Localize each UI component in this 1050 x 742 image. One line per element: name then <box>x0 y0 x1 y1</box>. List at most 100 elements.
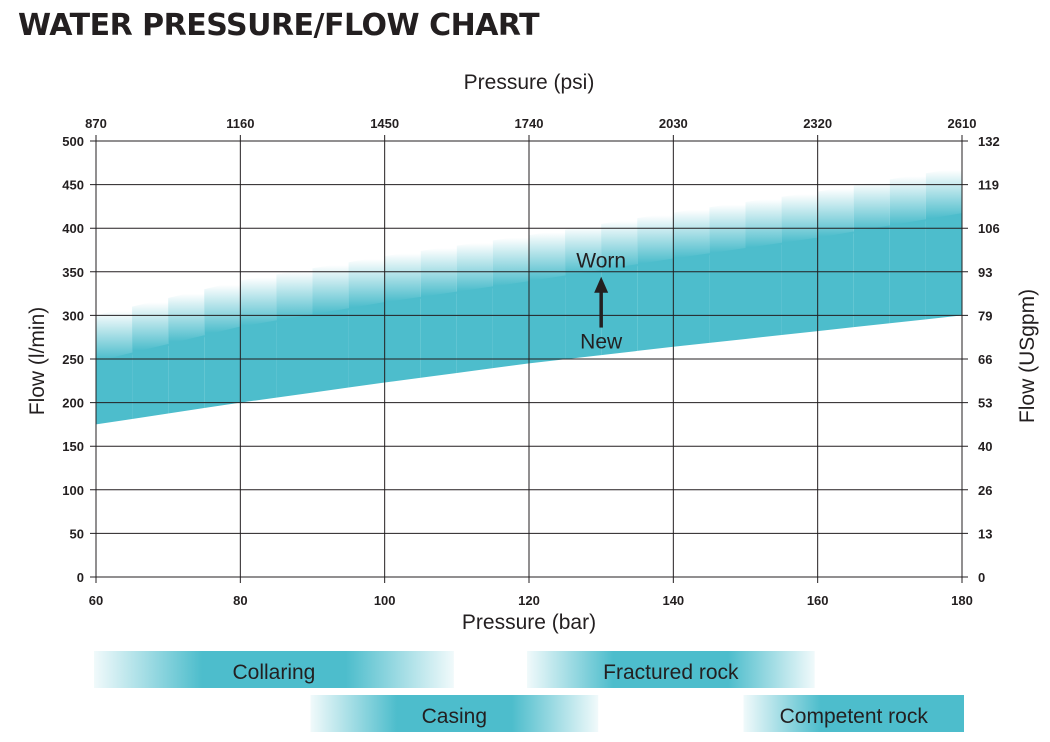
flow-band-fade <box>276 268 313 323</box>
y-tick-label: 200 <box>62 396 84 411</box>
flow-band-solid <box>637 258 674 351</box>
flow-band-solid <box>456 286 493 373</box>
application-range-label: Competent rock <box>780 705 929 728</box>
flow-band-solid <box>312 308 349 393</box>
flow-band-solid <box>204 326 241 409</box>
x2-tick-label: 1160 <box>226 116 254 131</box>
x2-axis-label: Pressure (psi) <box>464 71 595 94</box>
annotation-new: New <box>580 331 623 354</box>
flow-band-solid <box>276 314 313 398</box>
flow-band-solid <box>384 296 421 383</box>
flow-band-fade <box>673 207 710 261</box>
y-tick-label: 450 <box>62 178 84 193</box>
flow-band-solid <box>132 343 169 419</box>
flow-band-fade <box>781 191 818 245</box>
y2-axis-label: Flow (USgpm) <box>1016 289 1039 423</box>
flow-band-fade <box>889 173 926 228</box>
application-range-bar <box>310 695 599 732</box>
flow-band-solid <box>925 213 962 320</box>
y-tick-label: 50 <box>70 526 84 541</box>
flow-band-solid <box>709 248 746 343</box>
flow-band-fade <box>348 256 385 311</box>
flow-band-solid <box>240 320 277 403</box>
flow-band-solid <box>529 275 566 364</box>
x-tick-label: 180 <box>951 593 973 608</box>
x2-tick-label: 1450 <box>370 116 399 131</box>
flow-band-solid <box>96 352 133 425</box>
flow-band-fade <box>384 250 421 305</box>
y-tick-label: 250 <box>62 352 84 367</box>
x-tick-label: 160 <box>807 593 829 608</box>
y-tick-label: 400 <box>62 221 84 236</box>
flow-band-solid <box>889 219 926 324</box>
flow-band-fade <box>168 289 205 346</box>
x-tick-label: 140 <box>662 593 684 608</box>
flow-band-solid <box>817 231 854 332</box>
y2-tick-label: 26 <box>978 483 992 498</box>
application-range-bar <box>94 651 454 688</box>
y-tick-label: 300 <box>62 308 84 323</box>
flow-band-fade <box>312 262 349 317</box>
annotation-layer: Worn New <box>576 250 626 354</box>
flow-band-fade <box>529 229 566 284</box>
y-tick-label: 350 <box>62 265 84 280</box>
y2-tick-label: 93 <box>978 265 992 280</box>
x2-tick-label: 2030 <box>659 116 688 131</box>
y2-tick-label: 106 <box>978 221 1000 236</box>
x-tick-label: 60 <box>89 593 103 608</box>
flow-band-fade <box>853 179 890 234</box>
x-tick-label: 80 <box>233 593 247 608</box>
flow-band-solid <box>420 291 457 378</box>
flow-band-fade <box>565 223 602 278</box>
application-range-label: Collaring <box>232 661 315 684</box>
flow-band-solid <box>673 253 710 347</box>
x2-tick-label: 870 <box>85 116 107 131</box>
y2-tick-label: 79 <box>978 308 992 323</box>
x-tick-label: 100 <box>374 593 396 608</box>
y-tick-label: 100 <box>62 483 84 498</box>
y2-tick-label: 13 <box>978 526 992 541</box>
y-tick-label: 500 <box>62 134 84 149</box>
grid-layer <box>90 135 968 583</box>
y2-tick-label: 119 <box>978 178 999 193</box>
flow-band-fade <box>745 196 782 251</box>
flow-band-solid <box>348 302 385 388</box>
x2-tick-label: 2320 <box>803 116 832 131</box>
flow-band-solid <box>781 237 818 336</box>
axis-label-layer: Pressure (psi) Pressure (bar) Flow (l/min)… <box>26 71 1039 634</box>
flow-band-solid <box>601 264 638 356</box>
y2-tick-label: 66 <box>978 352 992 367</box>
flow-band-solid <box>853 225 890 328</box>
application-range-bar <box>743 695 964 732</box>
tick-label-layer: 60 80 100 120 140 160 180 870 1160 1450 1740 2030 23… <box>62 116 999 608</box>
application-range-layer: Collaring Fractured rock Casing Competent r… <box>94 651 964 732</box>
flow-band-fade <box>240 274 277 329</box>
application-range-bar <box>527 651 815 688</box>
flow-band-fade <box>817 185 854 240</box>
flow-band-fade <box>601 218 638 272</box>
y2-tick-label: 40 <box>978 439 992 454</box>
flow-band-fade <box>204 280 241 338</box>
x2-tick-label: 2610 <box>948 116 977 131</box>
arrow-up-icon <box>594 276 609 293</box>
flow-band-fade <box>637 212 674 267</box>
flow-band-fade <box>96 306 133 364</box>
flow-band-fade <box>456 240 493 294</box>
flow-band-solid <box>565 269 602 360</box>
y-axis-label: Flow (l/min) <box>26 307 49 416</box>
application-range-label: Casing <box>422 705 487 728</box>
x-tick-label: 120 <box>518 593 540 608</box>
y-tick-label: 0 <box>77 570 84 585</box>
flow-band-solid <box>492 281 529 369</box>
y2-tick-label: 132 <box>978 134 1000 149</box>
flow-band-fade <box>925 167 962 222</box>
y2-tick-label: 0 <box>978 570 985 585</box>
application-range-label: Fractured rock <box>603 661 739 684</box>
flow-band-fade <box>492 235 529 289</box>
annotation-worn: Worn <box>576 250 626 273</box>
y2-tick-label: 53 <box>978 396 992 411</box>
y-tick-label: 150 <box>62 439 84 454</box>
flow-band-solid <box>168 335 205 414</box>
flow-band-solid <box>745 242 782 339</box>
